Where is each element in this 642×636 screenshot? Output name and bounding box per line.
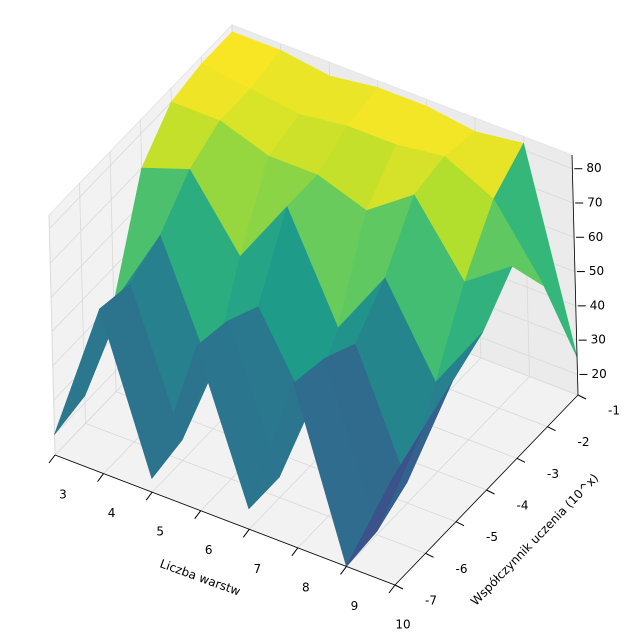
y-tick (425, 552, 434, 558)
x-tick-label: 8 (302, 580, 310, 594)
z-tick-label: 30 (591, 333, 606, 347)
x-tick-label: 9 (351, 599, 359, 613)
z-tick-label: 40 (590, 298, 605, 312)
x-tick-label: 7 (253, 562, 261, 576)
y-tick-label: -4 (517, 499, 529, 513)
y-tick-label: -2 (578, 435, 590, 449)
x-tick (291, 547, 299, 557)
x-tick (242, 528, 250, 538)
x-tick-label: 4 (108, 506, 116, 520)
x-tick-label: 10 (395, 618, 410, 632)
grid-line (48, 214, 56, 456)
x-axis-label: Liczba warstw (158, 556, 242, 598)
y-tick (516, 457, 526, 463)
y-axis-line (394, 394, 579, 586)
x-tick-label: 5 (156, 525, 164, 539)
surface-face (346, 429, 423, 567)
x-axis-line (54, 454, 396, 586)
x-tick-label: 3 (59, 488, 67, 502)
x-tick (48, 454, 56, 464)
z-axis-line (571, 154, 579, 396)
y-tick (486, 489, 495, 495)
y-tick-label: -5 (486, 530, 498, 544)
z-tick-label: 50 (589, 264, 604, 278)
z-tick-label: 60 (588, 230, 603, 244)
surface (54, 31, 578, 568)
y-tick-label: -3 (547, 467, 559, 481)
x-tick (388, 584, 396, 594)
x-tick (340, 566, 347, 575)
y-tick-label: -1 (608, 404, 620, 418)
y-tick-label: -7 (425, 594, 437, 608)
x-tick (145, 491, 153, 501)
x-tick-label: 6 (205, 543, 213, 557)
z-tick-label: 20 (591, 367, 606, 381)
x-tick (194, 510, 202, 520)
z-tick-label: 70 (587, 196, 602, 210)
z-tick-label: 80 (586, 161, 601, 175)
y-tick (547, 426, 556, 432)
y-tick (577, 394, 587, 400)
y-tick (394, 584, 404, 590)
y-tick-label: -6 (456, 562, 468, 576)
x-tick (97, 473, 104, 482)
y-tick (455, 521, 465, 527)
